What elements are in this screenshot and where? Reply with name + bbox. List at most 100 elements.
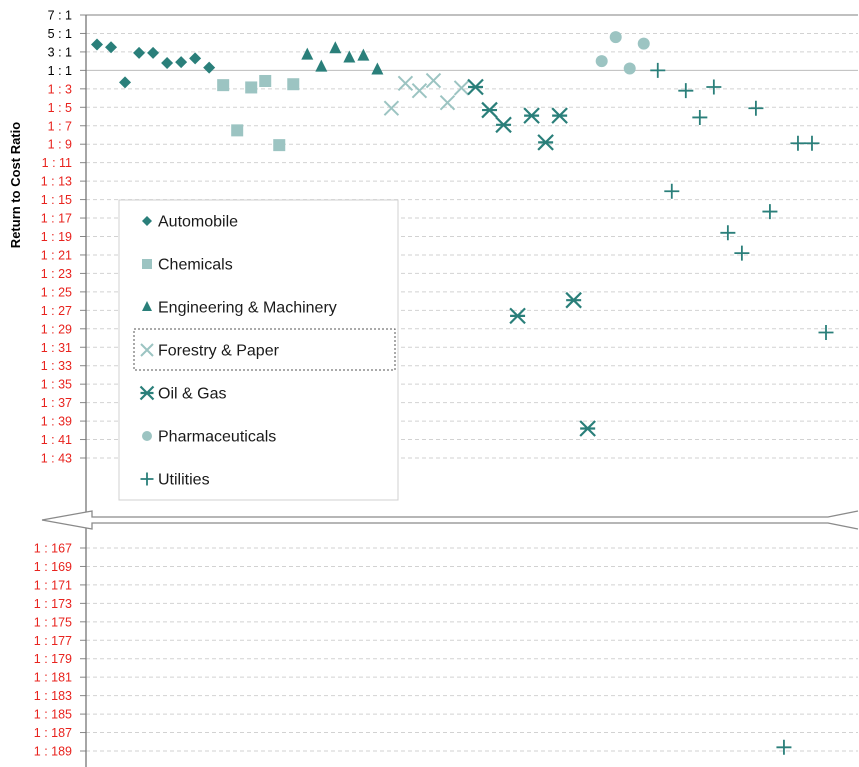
legend-selection-outline — [133, 328, 396, 371]
legend-label: Oil & Gas — [158, 386, 226, 403]
y-tick-label: 1 : 175 — [34, 615, 72, 629]
y-tick-label: 1 : 31 — [41, 341, 72, 355]
data-point-forestry-paper — [397, 75, 414, 92]
y-tick-label: 1 : 5 — [48, 101, 72, 115]
data-point-engineering-machinery — [357, 48, 370, 61]
axis-break-band — [42, 511, 858, 529]
data-point-engineering-machinery — [329, 41, 342, 54]
y-tick-label: 1 : 37 — [41, 396, 72, 410]
y-tick-label: 3 : 1 — [48, 45, 72, 59]
legend-entry-forestry-paper: Forestry & Paper — [133, 328, 396, 371]
data-point-forestry-paper — [453, 80, 470, 96]
data-point-forestry-paper — [439, 94, 456, 111]
data-point-pharmaceuticals — [637, 37, 650, 50]
y-tick-label: 5 : 1 — [48, 27, 72, 41]
legend-marker-automobile — [142, 216, 152, 226]
data-point-automobile — [119, 76, 132, 89]
y-tick-label: 1 : 173 — [34, 597, 72, 611]
data-point-oil-gas — [481, 101, 498, 119]
y-tick-label: 1 : 15 — [41, 193, 72, 207]
data-point-utilities — [804, 135, 820, 151]
legend-label: Automobile — [158, 214, 238, 231]
legend-label: Pharmaceuticals — [158, 429, 276, 446]
y-tick-label: 1 : 13 — [41, 175, 72, 189]
data-point-utilities — [762, 204, 778, 220]
data-point-utilities — [790, 135, 806, 151]
data-point-forestry-paper — [425, 72, 442, 89]
y-tick-labels: 7 : 1 5 : 1 3 : 1 1 : 1 1 : 3 1 : 5 1 : 7 1 : 9… — [34, 9, 72, 759]
legend-marker-pharmaceuticals — [142, 431, 152, 441]
data-point-forestry-paper — [411, 82, 428, 99]
y-tick-label: 7 : 1 — [48, 9, 72, 23]
data-point-utilities — [818, 324, 834, 340]
legend-marker-engineering-machinery — [142, 301, 152, 311]
legend-marker-utilities — [140, 472, 154, 486]
legend-marker-oil-gas — [139, 385, 155, 401]
data-point-automobile — [161, 56, 174, 69]
data-point-engineering-machinery — [343, 50, 356, 63]
legend-label: Chemicals — [158, 257, 233, 274]
y-tick-label: 1 : 9 — [48, 138, 72, 152]
y-tick-label: 1 : 29 — [41, 322, 72, 336]
data-point-utilities — [650, 62, 666, 78]
y-tick-label: 1 : 41 — [41, 433, 72, 447]
data-point-utilities — [720, 225, 736, 241]
y-tick-label: 1 : 11 — [42, 156, 72, 170]
y-tick-label: 1 : 181 — [34, 671, 72, 685]
y-tick-label: 1 : 19 — [41, 230, 72, 244]
y-axis — [41, 14, 859, 767]
data-point-utilities — [692, 109, 708, 125]
legend: Automobile Chemicals Engineering & Machine… — [118, 199, 399, 501]
y-tick-label: 1 : 1 — [48, 64, 72, 78]
legend-entry-pharmaceuticals: Pharmaceuticals — [142, 429, 276, 446]
y-tick-label: 1 : 21 — [41, 248, 72, 262]
data-point-utilities — [748, 100, 764, 116]
data-point-automobile — [105, 41, 118, 54]
data-point-oil-gas — [509, 307, 526, 325]
data-point-oil-gas — [565, 291, 582, 309]
data-point-oil-gas — [523, 107, 540, 124]
legend-label: Forestry & Paper — [158, 343, 280, 360]
y-tick-label: 1 : 171 — [34, 578, 72, 592]
legend-entry-engineering-machinery: Engineering & Machinery — [142, 300, 337, 317]
y-tick-label: 1 : 33 — [41, 359, 72, 373]
data-point-automobile — [203, 61, 216, 74]
y-tick-label: 1 : 35 — [41, 378, 72, 392]
y-tick-label: 1 : 179 — [34, 652, 72, 666]
data-point-chemicals — [287, 78, 300, 91]
y-tick-label: 1 : 185 — [34, 708, 72, 722]
legend-marker-forestry-paper — [140, 343, 154, 357]
data-points — [91, 31, 834, 755]
data-point-chemicals — [217, 79, 230, 92]
legend-entry-oil-gas: Oil & Gas — [139, 385, 226, 403]
legend-marker-chemicals — [142, 259, 152, 269]
data-point-utilities — [706, 79, 722, 95]
legend-entry-chemicals: Chemicals — [142, 257, 233, 274]
data-point-utilities — [734, 245, 750, 261]
y-tick-label: 1 : 3 — [48, 82, 72, 96]
data-point-automobile — [133, 46, 146, 59]
data-point-pharmaceuticals — [623, 62, 636, 75]
data-point-forestry-paper — [383, 100, 400, 116]
y-tick-label: 1 : 7 — [48, 119, 72, 133]
y-tick-label: 1 : 167 — [34, 542, 72, 556]
data-point-oil-gas — [579, 420, 596, 437]
data-point-chemicals — [245, 81, 258, 94]
data-point-automobile — [91, 38, 103, 51]
axis-break-line-top — [41, 510, 859, 521]
data-point-oil-gas — [467, 78, 484, 96]
data-point-engineering-machinery — [301, 47, 314, 60]
y-tick-label: 1 : 25 — [41, 285, 72, 299]
legend-label: Engineering & Machinery — [158, 300, 337, 317]
axis-break-line-bottom — [41, 519, 859, 530]
data-point-chemicals — [273, 139, 286, 152]
data-point-chemicals — [259, 74, 272, 87]
y-tick-label: 1 : 43 — [41, 452, 72, 466]
y-tick-label: 1 : 177 — [34, 634, 72, 648]
data-point-automobile — [189, 52, 202, 65]
data-point-automobile — [175, 56, 188, 69]
y-tick-label: 1 : 17 — [41, 212, 72, 226]
data-point-utilities — [678, 83, 694, 99]
data-point-utilities — [776, 739, 792, 755]
